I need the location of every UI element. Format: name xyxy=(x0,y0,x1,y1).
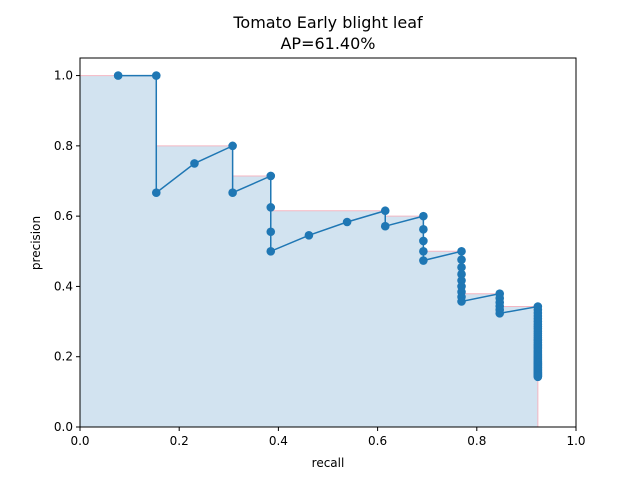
data-point xyxy=(457,262,466,272)
x-tick-label: 1.0 xyxy=(566,434,585,448)
data-point xyxy=(151,71,161,80)
y-tick-label: 0.8 xyxy=(54,139,73,153)
x-axis-label: recall xyxy=(312,456,345,470)
data-point xyxy=(419,256,428,265)
y-axis-label: precision xyxy=(29,216,43,270)
data-point xyxy=(457,269,466,279)
x-tick-label: 0.4 xyxy=(269,434,288,448)
chart-title: Tomato Early blight leaf xyxy=(232,13,423,32)
data-point xyxy=(380,221,390,231)
data-point xyxy=(342,217,352,227)
data-point xyxy=(266,246,276,256)
data-point xyxy=(419,211,428,221)
x-tick-label: 0.6 xyxy=(368,434,387,448)
precision-recall-markers xyxy=(113,71,543,382)
y-axis-ticks: 0.0 0.2 0.4 0.6 0.8 1.0 xyxy=(54,69,80,434)
data-point xyxy=(495,309,505,318)
data-point xyxy=(151,188,161,198)
data-point xyxy=(419,246,428,256)
x-axis-ticks: 0.0 0.2 0.4 0.6 0.8 1.0 xyxy=(70,427,586,448)
data-point xyxy=(380,206,390,216)
y-tick-label: 0.0 xyxy=(54,420,73,434)
data-point xyxy=(457,255,466,264)
data-point xyxy=(228,141,237,151)
data-point xyxy=(113,71,123,80)
y-tick-label: 0.4 xyxy=(54,279,73,293)
data-point xyxy=(266,203,276,212)
data-point xyxy=(228,188,237,198)
plot-border xyxy=(79,57,577,428)
x-tick-label: 0.0 xyxy=(70,434,89,448)
data-point xyxy=(457,246,466,256)
data-point xyxy=(190,159,199,168)
data-point xyxy=(266,171,276,181)
data-point xyxy=(266,227,276,237)
y-tick-label: 1.0 xyxy=(54,69,73,83)
x-tick-label: 0.2 xyxy=(170,434,189,448)
data-point xyxy=(304,230,314,240)
data-point xyxy=(457,297,466,306)
x-tick-label: 0.8 xyxy=(467,434,486,448)
plot-area xyxy=(79,57,577,428)
chart-subtitle: AP=61.40% xyxy=(280,34,375,53)
y-tick-label: 0.6 xyxy=(54,209,73,223)
data-point xyxy=(419,225,428,234)
data-point xyxy=(419,236,428,246)
data-point xyxy=(533,372,543,382)
y-tick-label: 0.2 xyxy=(54,350,73,364)
